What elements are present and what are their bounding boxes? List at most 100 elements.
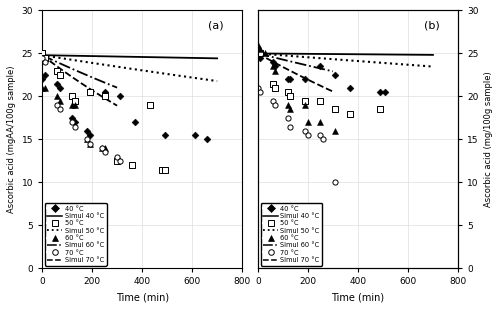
Point [116,94,124,99]
Point [160,133,168,138]
Point [83,128,91,133]
Point [256,51,264,56]
Point [316,64,324,69]
Point [40,73,48,78]
Point [304,120,312,125]
Point [284,77,292,82]
Point [86,90,94,95]
Point [53,81,61,86]
Legend: 40 °C, Simul 40 °C, 50 °C, Simul 50 °C, 60 °C, Simul 60 °C, 70 °C, Simul 70 °C: 40 °C, Simul 40 °C, 50 °C, Simul 50 °C, … [260,203,322,266]
Point [40,60,48,65]
Legend: 40 °C, Simul 40 °C, 50 °C, Simul 50 °C, 60 °C, Simul 60 °C, 70 °C, Simul 70 °C: 40 °C, Simul 40 °C, 50 °C, Simul 50 °C, … [44,203,106,266]
Point [68,94,76,99]
Point [269,60,277,65]
Point [316,98,324,103]
Point [160,167,168,172]
Point [203,137,211,142]
Point [53,94,61,99]
Point [254,42,262,47]
Point [332,180,340,185]
Point [68,103,76,108]
Point [286,124,294,129]
Point [158,167,166,172]
Point [272,103,280,108]
Point [256,90,264,95]
Text: (b): (b) [424,21,440,31]
Point [56,73,64,78]
Point [302,103,310,108]
Point [113,154,121,159]
Point [316,120,324,125]
Point [254,51,262,56]
Point [302,128,310,133]
Point [272,64,280,69]
Point [286,77,294,82]
Point [98,146,106,150]
Point [100,150,108,155]
Point [332,107,340,112]
Point [382,90,390,95]
Point [332,128,340,133]
Point [376,90,384,95]
Point [256,55,264,60]
Point [319,137,327,142]
Point [70,120,78,125]
Point [83,137,91,142]
Point [40,85,48,90]
Point [304,133,312,138]
Point [254,51,262,56]
Point [376,107,384,112]
Point [346,85,354,90]
Point [53,68,61,73]
Point [100,146,108,150]
Point [146,103,154,108]
Point [70,98,78,103]
Point [70,124,78,129]
Point [53,103,61,108]
Text: (a): (a) [208,21,224,31]
Point [272,68,280,73]
Point [269,81,277,86]
Point [40,55,48,60]
Point [190,133,198,138]
Point [100,90,108,95]
Point [68,116,76,121]
Point [316,133,324,138]
Point [284,116,292,121]
Y-axis label: Ascorbic acid (mgAA/100g sample): Ascorbic acid (mgAA/100g sample) [7,66,16,213]
Point [269,64,277,69]
Point [86,133,94,138]
Point [113,159,121,163]
Point [130,120,138,125]
Point [86,141,94,146]
Point [346,111,354,116]
Point [332,73,340,78]
Point [100,94,108,99]
Point [83,137,91,142]
Point [86,141,94,146]
Point [286,94,294,99]
X-axis label: Time (min): Time (min) [116,292,168,302]
Point [128,163,136,168]
Point [302,77,310,82]
Point [254,85,262,90]
Point [116,159,124,163]
Point [38,77,46,82]
Y-axis label: Ascorbic acid (mg/100g sample): Ascorbic acid (mg/100g sample) [484,72,493,207]
Point [284,90,292,95]
Point [269,98,277,103]
Point [56,98,64,103]
Point [286,107,294,112]
Point [70,103,78,108]
Point [56,85,64,90]
Point [272,85,280,90]
Point [68,120,76,125]
Point [56,107,64,112]
Point [262,51,270,56]
Point [98,146,106,150]
Point [38,55,46,60]
Point [38,85,46,90]
Point [256,47,264,52]
Point [284,103,292,108]
X-axis label: Time (min): Time (min) [332,292,384,302]
